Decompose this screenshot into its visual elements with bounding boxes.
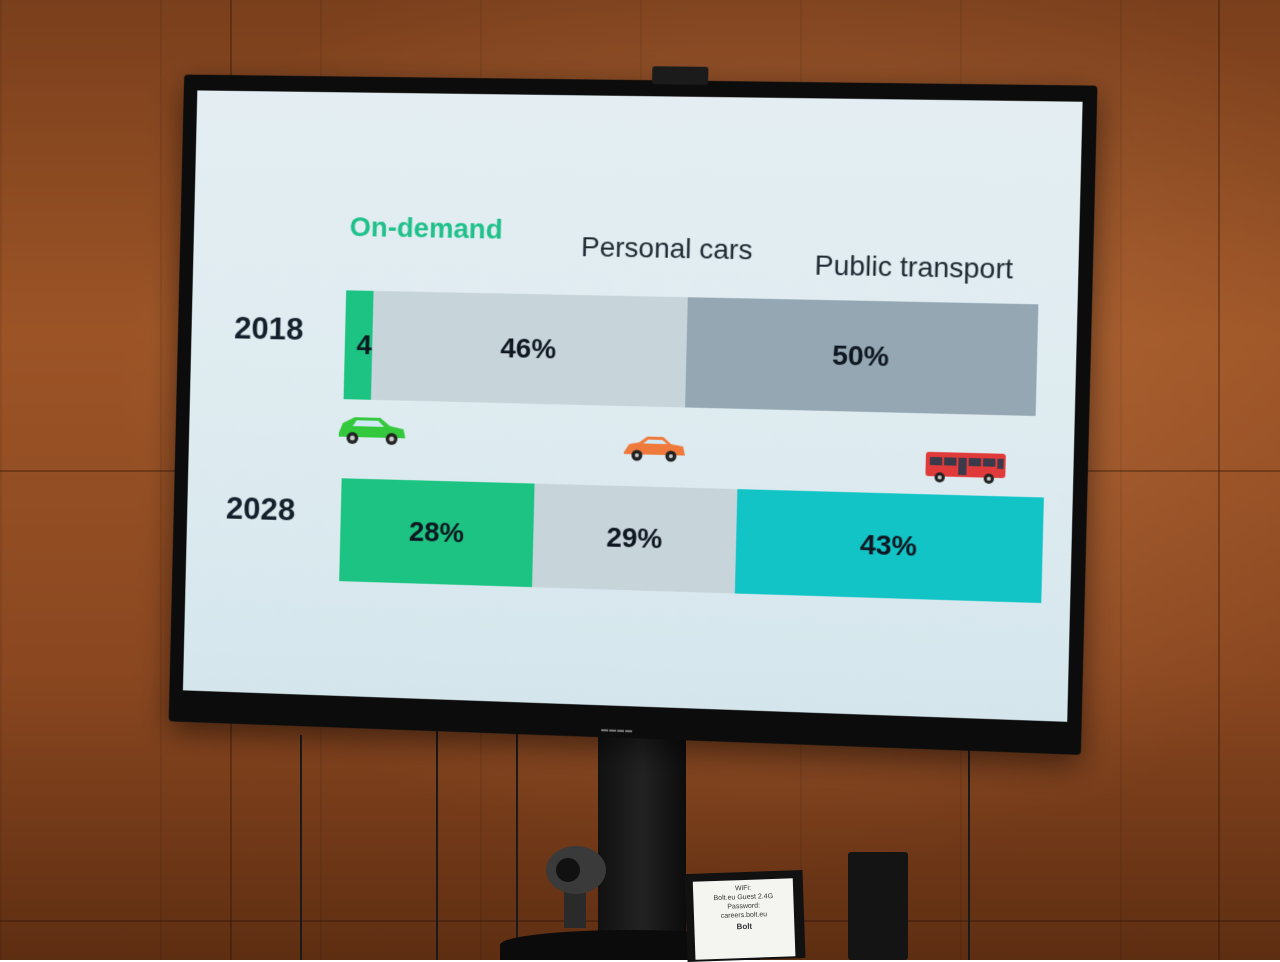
bolt-logo: Bolt: [694, 920, 794, 932]
green-car-icon: [335, 411, 410, 449]
webcam: [652, 66, 709, 85]
year-label-2018: 2018: [234, 310, 304, 348]
bar-2018-on-demand: 4%: [344, 290, 374, 399]
orange-car-icon: [621, 432, 688, 466]
bar-2018-public-transport: 50%: [685, 297, 1038, 416]
legend-on-demand: On-demand: [349, 211, 503, 245]
bar-2028-personal-cars: 29%: [532, 484, 737, 594]
wifi-card: WiFi: Bolt.eu Guest 2.4G Password: caree…: [693, 878, 796, 959]
bar-value-label: 28%: [409, 516, 465, 549]
presentation-slide: On-demand Personal cars Public transport…: [183, 90, 1083, 721]
red-bus-icon: [923, 448, 1008, 489]
tv-stand-pole: [598, 720, 686, 960]
cable: [516, 730, 518, 960]
cable: [436, 730, 438, 960]
legend-personal-cars: Personal cars: [581, 231, 753, 266]
bar-value-label: 50%: [832, 339, 890, 373]
bar-value-label: 43%: [860, 529, 918, 563]
legend-public-transport: Public transport: [814, 249, 1013, 285]
tv-monitor: On-demand Personal cars Public transport…: [169, 75, 1098, 755]
conference-camera: [540, 840, 610, 930]
bar-row-2018: 4% 46% 50%: [344, 290, 1039, 416]
bar-row-2028: 28% 29% 43%: [339, 478, 1044, 603]
bar-value-label: 46%: [500, 332, 556, 365]
year-label-2028: 2028: [226, 490, 296, 528]
speaker: [848, 852, 908, 960]
bar-value-label: 29%: [606, 522, 663, 556]
wall-seam: [1218, 0, 1220, 960]
wifi-sign: WiFi: Bolt.eu Guest 2.4G Password: caree…: [685, 870, 806, 962]
bar-2028-public-transport: 43%: [735, 489, 1044, 603]
cable: [300, 735, 302, 960]
bar-2028-on-demand: 28%: [339, 478, 534, 587]
bar-2018-personal-cars: 46%: [371, 291, 688, 408]
